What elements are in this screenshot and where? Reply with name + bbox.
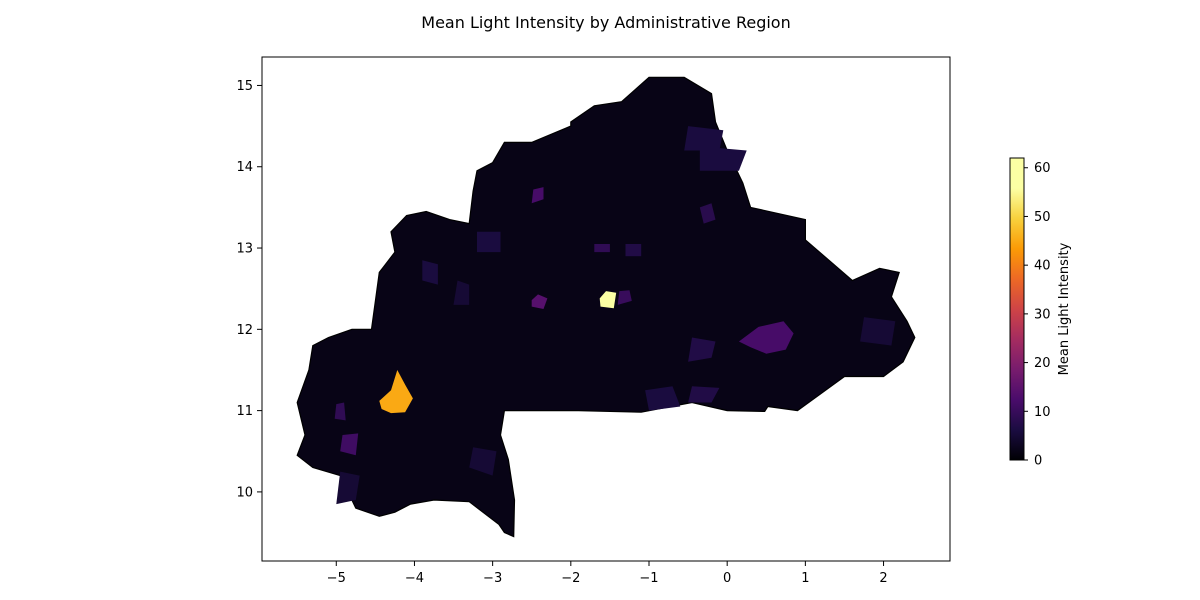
- y-tick-label: 10: [236, 485, 253, 500]
- colorbar-tick-label: 0: [1034, 454, 1042, 469]
- region-8: [699, 146, 747, 171]
- region-19: [860, 317, 896, 346]
- x-tick-label: −3: [483, 571, 502, 586]
- colorbar-tick-label: 10: [1034, 405, 1051, 420]
- region-5: [617, 290, 632, 305]
- plot-frame: [261, 56, 951, 562]
- colorbar-ticks: 0 10 20 30 40 50 60: [1024, 161, 1051, 469]
- x-tick-label: 2: [879, 571, 887, 586]
- y-tick-label: 11: [236, 404, 253, 419]
- region-1: [379, 370, 413, 414]
- colorbar-tick-label: 20: [1034, 356, 1051, 371]
- colorbar-label: Mean Light Intensity: [1057, 242, 1072, 375]
- x-tick-label: −4: [405, 571, 424, 586]
- y-tick-label: 13: [236, 242, 253, 257]
- colorbar-tick-label: 40: [1034, 259, 1051, 274]
- colorbar: 0 10 20 30 40 50 60 Mean Light Intensity: [1009, 157, 1072, 469]
- chart-title: Mean Light Intensity by Administrative R…: [421, 13, 790, 32]
- region-17: [477, 231, 501, 253]
- region-12: [688, 337, 716, 362]
- y-tick-label: 12: [236, 323, 253, 338]
- region-7: [334, 402, 346, 421]
- region-9: [469, 447, 497, 476]
- region-4: [531, 187, 544, 204]
- x-axis: −5 −4 −3 −2 −1 0 1 2: [327, 561, 888, 586]
- region-11: [645, 386, 681, 411]
- region-3: [531, 294, 548, 309]
- region-13: [422, 260, 438, 285]
- colorbar-tick-label: 30: [1034, 307, 1051, 322]
- map-layer: [296, 76, 916, 538]
- x-tick-label: −2: [561, 571, 580, 586]
- x-tick-label: 1: [801, 571, 809, 586]
- region-2: [738, 321, 794, 354]
- colorbar-tick-label: 50: [1034, 210, 1051, 225]
- colorbar-gradient: [1009, 157, 1025, 461]
- y-axis: 10 11 12 13 14 15: [236, 79, 262, 500]
- region-20: [625, 244, 642, 257]
- region-10: [336, 471, 360, 505]
- region-14: [453, 280, 470, 305]
- colorbar-tick-label: 60: [1034, 161, 1051, 176]
- x-tick-label: −5: [327, 571, 346, 586]
- x-tick-label: −1: [639, 571, 658, 586]
- region-0: [599, 291, 617, 309]
- x-tick-label: 0: [723, 571, 731, 586]
- y-tick-label: 15: [236, 79, 253, 94]
- region-15: [594, 244, 610, 253]
- region-16: [699, 203, 716, 224]
- region-18: [684, 126, 724, 151]
- y-tick-label: 14: [236, 160, 253, 175]
- region-21: [688, 386, 720, 403]
- region-6: [340, 433, 359, 456]
